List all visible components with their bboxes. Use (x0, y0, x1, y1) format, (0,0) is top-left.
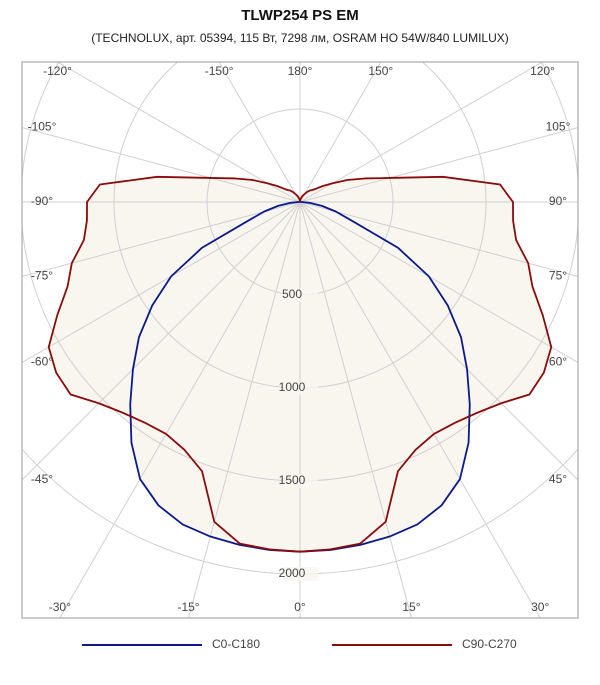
curve (299, 201, 471, 553)
angle-label: 150° (368, 64, 393, 78)
grid-line (299, 201, 578, 363)
angle-label: 120° (530, 64, 555, 78)
grid-line (22, 201, 301, 363)
chart-subtitle: (TECHNOLUX, арт. 05394, 115 Вт, 7298 лм,… (91, 31, 509, 45)
chart-title: TLWP254 PS EM (241, 7, 359, 24)
grid-line (22, 201, 301, 277)
radial-tick-label: 1000 (279, 380, 306, 394)
radial-tick-label: 2000 (279, 566, 306, 580)
radial-tick-label: 500 (282, 287, 302, 301)
curve (129, 201, 301, 553)
grid-line (299, 201, 541, 618)
grid-line (299, 201, 578, 481)
angle-label: 45° (549, 472, 567, 486)
plot-border (21, 61, 579, 619)
angle-label: 60° (549, 355, 567, 369)
angle-label: -45° (31, 472, 53, 486)
angle-label: 105° (546, 120, 571, 134)
grid-line (57, 62, 301, 203)
angle-label: -30° (49, 600, 71, 614)
angle-label: -15° (177, 600, 199, 614)
angle-label: 0° (294, 600, 306, 614)
angle-label: -120° (43, 64, 72, 78)
radial-tick-label: 1500 (279, 473, 306, 487)
angle-label: 90° (549, 194, 567, 208)
plot-area (22, 62, 578, 618)
grid-line (299, 62, 543, 203)
grid-line (299, 201, 578, 277)
angle-label: -90° (31, 194, 53, 208)
angle-label: -105° (28, 120, 57, 134)
label-bg (282, 567, 318, 581)
grid-line (299, 201, 412, 618)
curve (299, 175, 553, 553)
grid-line (188, 201, 301, 618)
angle-label: 75° (549, 269, 567, 283)
curve (47, 175, 301, 553)
angle-label: 30° (531, 600, 549, 614)
grid-line (299, 62, 382, 203)
angle-label: -75° (31, 269, 53, 283)
angle-label: -60° (31, 355, 53, 369)
legend-label: C90-C270 (462, 637, 517, 651)
grid-line (59, 201, 301, 618)
label-bg (282, 288, 318, 302)
grid-line (22, 127, 301, 203)
legend-label: C0-C180 (212, 637, 260, 651)
angle-label: 15° (402, 600, 420, 614)
labels: -120° -150° 180° 150° 120° -105° 105° -90° 90° -7… (28, 64, 571, 651)
angle-label: 180° (288, 64, 313, 78)
label-bg (282, 381, 318, 395)
grid-line (218, 62, 301, 203)
grid-line (22, 201, 301, 481)
angle-label: -150° (205, 64, 234, 78)
label-bg (282, 474, 318, 488)
grid-line (299, 127, 578, 203)
